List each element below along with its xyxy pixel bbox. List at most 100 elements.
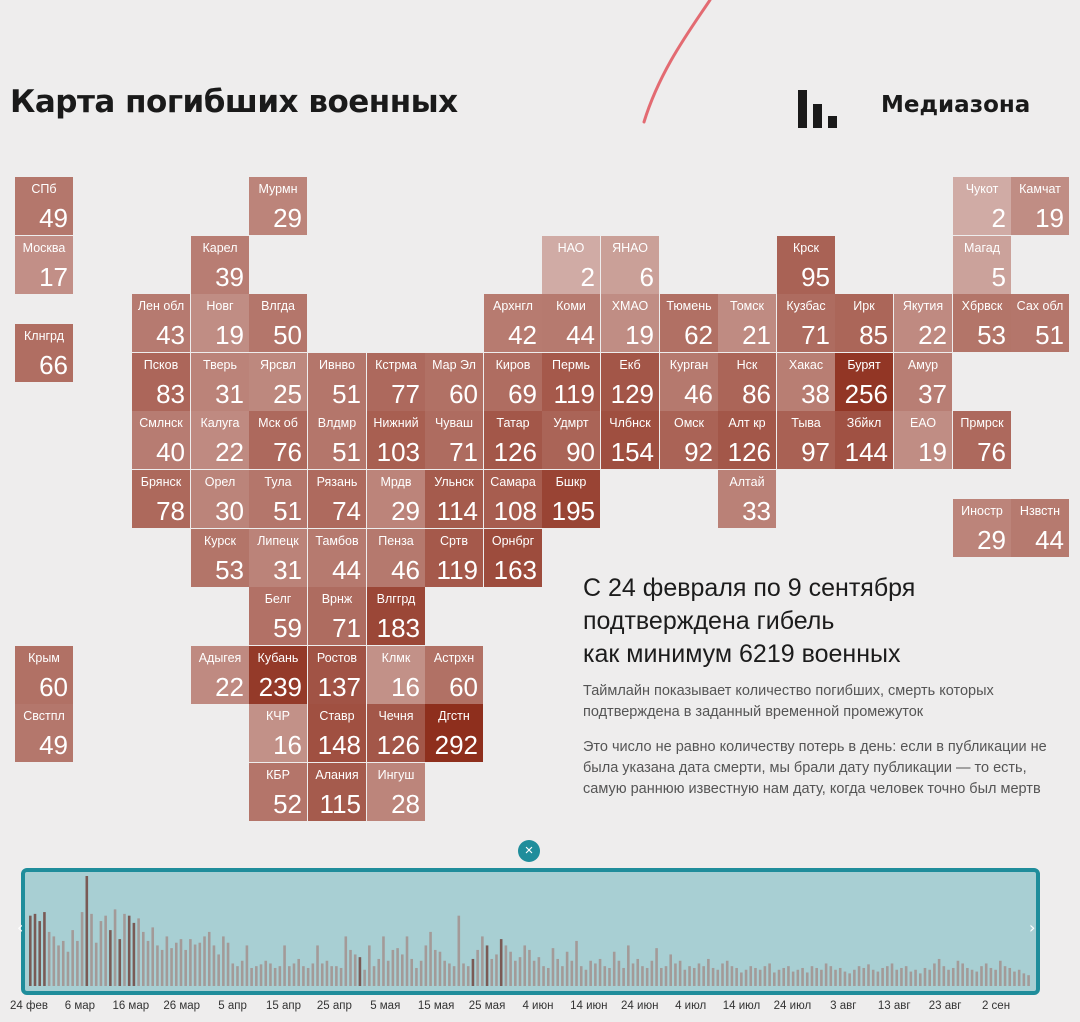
region-tile[interactable]: Врнж 71	[308, 587, 366, 645]
region-tile[interactable]: Алания 115	[308, 763, 366, 821]
region-tile[interactable]: Крск 95	[777, 236, 835, 294]
region-tile[interactable]: Нижний 103	[367, 411, 425, 469]
region-tile[interactable]: Тамбов 44	[308, 529, 366, 587]
region-tile[interactable]: Чуваш 71	[425, 411, 483, 469]
timeline-bar	[537, 957, 541, 986]
region-tile[interactable]: Нск 86	[718, 353, 776, 411]
region-tile[interactable]: Псков 83	[132, 353, 190, 411]
region-tile[interactable]: Алт кр 126	[718, 411, 776, 469]
region-tile[interactable]: Курган 46	[660, 353, 718, 411]
chevron-right-icon[interactable]: ›	[1029, 918, 1036, 937]
region-label: Кстрма	[375, 358, 417, 372]
region-label: КЧР	[266, 709, 290, 723]
region-tile[interactable]: Калуга 22	[191, 411, 249, 469]
region-tile[interactable]: ЯНАО 6	[601, 236, 659, 294]
region-tile[interactable]: Удмрт 90	[542, 411, 600, 469]
region-tile[interactable]: Тула 51	[249, 470, 307, 528]
region-tile[interactable]: Члбнск 154	[601, 411, 659, 469]
region-tile[interactable]: Иностр 29	[953, 499, 1011, 557]
region-tile[interactable]: Влггрд 183	[367, 587, 425, 645]
region-tile[interactable]: Липецк 31	[249, 529, 307, 587]
region-tile[interactable]: Ирк 85	[835, 294, 893, 352]
close-icon[interactable]: ×	[518, 840, 540, 862]
region-tile[interactable]: Клмк 16	[367, 646, 425, 704]
region-tile[interactable]: Бурят 256	[835, 353, 893, 411]
region-tile[interactable]: Самара 108	[484, 470, 542, 528]
region-tile[interactable]: Ростов 137	[308, 646, 366, 704]
region-tile[interactable]: Ульнск 114	[425, 470, 483, 528]
region-tile[interactable]: Кубань 239	[249, 646, 307, 704]
region-tile[interactable]: Смлнск 40	[132, 411, 190, 469]
region-tile[interactable]: Томск 21	[718, 294, 776, 352]
region-tile[interactable]: Мрдв 29	[367, 470, 425, 528]
region-tile[interactable]: ХМАО 19	[601, 294, 659, 352]
region-tile[interactable]: Чукот 2	[953, 177, 1011, 235]
region-tile[interactable]: Кузбас 71	[777, 294, 835, 352]
region-tile[interactable]: Кстрма 77	[367, 353, 425, 411]
region-tile[interactable]: Тюмень 62	[660, 294, 718, 352]
region-tile[interactable]: Ставр 148	[308, 704, 366, 762]
region-tile[interactable]: Якутия 22	[894, 294, 952, 352]
timeline-bar	[857, 966, 861, 986]
region-tile[interactable]: Алтай 33	[718, 470, 776, 528]
region-tile[interactable]: Карел 39	[191, 236, 249, 294]
region-tile[interactable]: Збйкл 144	[835, 411, 893, 469]
region-tile[interactable]: Рязань 74	[308, 470, 366, 528]
region-tile[interactable]: Свстпл 49	[15, 704, 73, 762]
region-value: 51	[332, 437, 361, 467]
region-tile[interactable]: Мар Эл 60	[425, 353, 483, 411]
region-tile[interactable]: Мск об 76	[249, 411, 307, 469]
region-tile[interactable]: Тверь 31	[191, 353, 249, 411]
region-tile[interactable]: Ингуш 28	[367, 763, 425, 821]
region-tile[interactable]: Курск 53	[191, 529, 249, 587]
region-tile[interactable]: Камчат 19	[1011, 177, 1069, 235]
region-tile[interactable]: Сах обл 51	[1011, 294, 1069, 352]
region-value: 74	[332, 496, 361, 526]
region-tile[interactable]: КЧР 16	[249, 704, 307, 762]
region-tile[interactable]: Орнбрг 163	[484, 529, 542, 587]
region-tile[interactable]: ЕАО 19	[894, 411, 952, 469]
region-tile[interactable]: СПб 49	[15, 177, 73, 235]
region-tile[interactable]: Ярсвл 25	[249, 353, 307, 411]
region-tile[interactable]: Адыгея 22	[191, 646, 249, 704]
region-tile[interactable]: Орел 30	[191, 470, 249, 528]
region-tile[interactable]: Ивнво 51	[308, 353, 366, 411]
region-tile[interactable]: Магад 5	[953, 236, 1011, 294]
region-tile[interactable]: Белг 59	[249, 587, 307, 645]
region-tile[interactable]: Нзвстн 44	[1011, 499, 1069, 557]
chevron-left-icon[interactable]: ‹	[17, 918, 24, 937]
timeline-bar	[104, 915, 107, 986]
region-tile[interactable]: Пермь 119	[542, 353, 600, 411]
region-tile[interactable]: Киров 69	[484, 353, 542, 411]
region-tile[interactable]: Дгстн 292	[425, 704, 483, 762]
region-tile[interactable]: Новг 19	[191, 294, 249, 352]
region-tile[interactable]: НАО 2	[542, 236, 600, 294]
region-tile[interactable]: КБР 52	[249, 763, 307, 821]
region-tile[interactable]: Омск 92	[660, 411, 718, 469]
region-tile[interactable]: Амур 37	[894, 353, 952, 411]
timeline-brush[interactable]	[21, 868, 1040, 995]
region-tile[interactable]: Екб 129	[601, 353, 659, 411]
region-tile[interactable]: Астрхн 60	[425, 646, 483, 704]
region-tile[interactable]: Чечня 126	[367, 704, 425, 762]
region-tile[interactable]: Хбрвск 53	[953, 294, 1011, 352]
region-tile[interactable]: Хакас 38	[777, 353, 835, 411]
region-tile[interactable]: Архнгл 42	[484, 294, 542, 352]
region-tile[interactable]: Москва 17	[15, 236, 73, 294]
region-tile[interactable]: Мурмн 29	[249, 177, 307, 235]
region-tile[interactable]: Брянск 78	[132, 470, 190, 528]
region-tile[interactable]: Лен обл 43	[132, 294, 190, 352]
region-tile[interactable]: Прмрск 76	[953, 411, 1011, 469]
region-value: 40	[156, 437, 185, 467]
region-tile[interactable]: Коми 44	[542, 294, 600, 352]
region-tile[interactable]: Влгда 50	[249, 294, 307, 352]
region-tile[interactable]: Пенза 46	[367, 529, 425, 587]
region-value: 46	[391, 555, 420, 585]
region-tile[interactable]: Крым 60	[15, 646, 73, 704]
region-tile[interactable]: Татар 126	[484, 411, 542, 469]
region-tile[interactable]: Клнгрд 66	[15, 324, 73, 382]
region-tile[interactable]: Тыва 97	[777, 411, 835, 469]
region-tile[interactable]: Влдмр 51	[308, 411, 366, 469]
region-tile[interactable]: Бшкр 195	[542, 470, 600, 528]
region-tile[interactable]: Сртв 119	[425, 529, 483, 587]
